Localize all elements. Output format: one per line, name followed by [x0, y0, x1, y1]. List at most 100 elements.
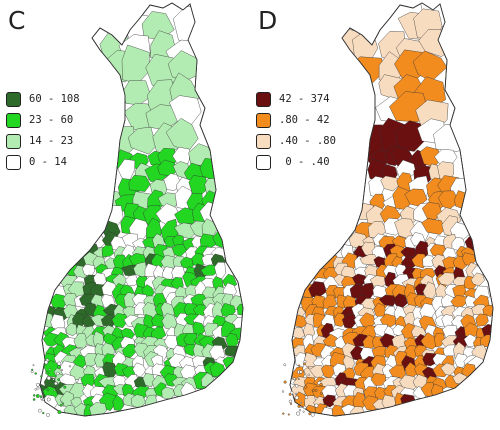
legend-swatch-mid	[256, 112, 271, 128]
legend-swatch-low	[256, 133, 271, 149]
legend-label: 23 - 60	[29, 114, 74, 126]
municipality-region	[142, 302, 158, 319]
island	[63, 385, 67, 389]
island	[36, 386, 40, 390]
municipality-region	[380, 175, 401, 192]
island	[46, 397, 51, 402]
legend-swatch-mid	[6, 112, 21, 128]
island	[40, 397, 44, 401]
island	[57, 378, 61, 381]
island	[299, 370, 303, 374]
island	[57, 410, 62, 414]
island	[293, 377, 296, 381]
municipality-regions	[40, 6, 243, 416]
island	[283, 363, 287, 367]
municipality-region	[128, 174, 151, 192]
island	[304, 395, 309, 399]
island	[38, 408, 42, 413]
island	[46, 376, 51, 381]
map-panel-d: D 42 - 374 .80 - 42 .40 - .80 0 - .40	[250, 0, 500, 430]
legend-label: .40 - .80	[279, 135, 336, 147]
island	[299, 401, 302, 405]
island	[46, 412, 50, 417]
island	[295, 384, 299, 388]
panel-label-d: D	[258, 6, 278, 35]
municipality-regions	[290, 3, 493, 416]
municipality-region	[101, 244, 114, 257]
island	[34, 372, 37, 375]
island	[36, 382, 40, 387]
legend-item: .40 - .80	[256, 131, 336, 151]
legend-swatch-none	[6, 154, 21, 170]
legend-item: 23 - 60	[6, 110, 80, 130]
island	[290, 402, 293, 405]
panel-label-c: C	[8, 6, 26, 35]
island	[44, 360, 49, 365]
island	[281, 390, 285, 393]
island	[56, 371, 60, 376]
legend-label: 0 - 14	[29, 156, 67, 168]
municipality-region	[42, 332, 60, 347]
legend-c: 60 - 108 23 - 60 14 - 23 0 - 14	[6, 89, 80, 173]
island	[299, 405, 302, 408]
island	[68, 365, 72, 368]
choropleth-map-d	[281, 2, 494, 417]
legend-swatch-high	[256, 91, 271, 107]
island	[298, 409, 302, 412]
island	[303, 405, 307, 410]
municipality-region	[420, 332, 438, 350]
island	[283, 380, 287, 384]
legend-item: 60 - 108	[6, 89, 80, 109]
island	[282, 412, 285, 415]
municipality-region	[111, 312, 129, 328]
island	[61, 402, 65, 405]
island	[298, 364, 301, 367]
island	[303, 360, 307, 364]
island	[320, 392, 323, 395]
island	[287, 413, 290, 416]
legend-item: 14 - 23	[6, 131, 80, 151]
island	[40, 375, 43, 378]
island	[31, 368, 34, 371]
island	[310, 412, 315, 417]
island	[46, 388, 50, 392]
map-panel-c: C 60 - 108 23 - 60 14 - 23 0 - 14	[6, 2, 244, 417]
island	[294, 395, 299, 400]
island	[51, 382, 54, 385]
legend-label: 0 - .40	[279, 156, 330, 168]
municipality-region	[333, 312, 347, 327]
island	[303, 362, 306, 366]
municipality-region	[359, 254, 379, 266]
island	[288, 399, 293, 404]
island	[314, 403, 319, 408]
country-border	[289, 2, 494, 417]
island	[61, 369, 64, 372]
municipality-region	[475, 313, 489, 327]
municipality-region	[422, 352, 438, 367]
island	[297, 404, 301, 408]
island	[294, 392, 298, 395]
island	[32, 398, 36, 401]
island	[296, 411, 301, 416]
island	[54, 381, 58, 386]
municipality-region	[122, 343, 138, 358]
municipality-region	[65, 323, 78, 337]
island	[307, 367, 310, 369]
municipality-region	[422, 254, 436, 267]
legend-label: 60 - 108	[29, 93, 80, 105]
island	[303, 385, 308, 389]
island	[30, 370, 34, 374]
island	[302, 410, 305, 413]
island	[32, 364, 35, 367]
legend-d: 42 - 374 .80 - 42 .40 - .80 0 - .40	[256, 89, 336, 173]
island	[57, 361, 62, 366]
island	[312, 389, 315, 392]
legend-item: 42 - 374	[256, 89, 336, 109]
island	[35, 394, 40, 398]
legend-item: 0 - .40	[256, 152, 336, 172]
island	[297, 378, 300, 380]
municipality-region	[124, 274, 139, 286]
legend-label: .80 - 42	[279, 114, 330, 126]
municipality-region	[142, 373, 155, 388]
island	[59, 404, 63, 407]
